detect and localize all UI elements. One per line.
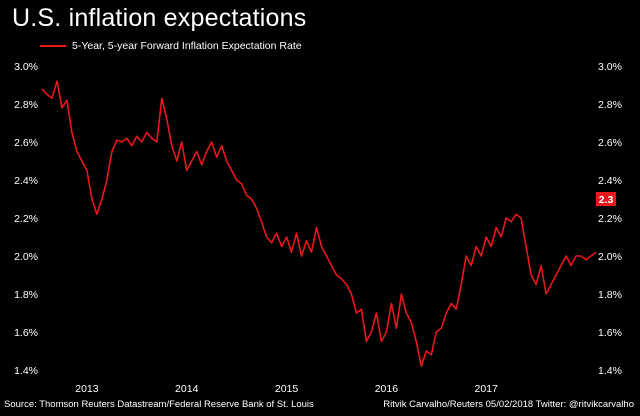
x-axis: 2013 2014 2015 2016 2017	[75, 383, 498, 395]
y-axis-left: 1.4% 1.6% 1.8% 2.0% 2.2% 2.4% 2.6% 2.8% 3.0%	[14, 61, 38, 377]
x-tick-label: 2016	[375, 383, 399, 395]
y-tick-label-right: 1.8%	[598, 289, 622, 301]
y-tick-label-left: 1.8%	[14, 289, 38, 301]
x-tick-label: 2015	[275, 383, 299, 395]
source-note: Source: Thomson Reuters Datastream/Feder…	[4, 399, 314, 410]
legend-label: 5-Year, 5-year Forward Inflation Expecta…	[72, 40, 302, 52]
y-tick-label-right: 3.0%	[598, 61, 622, 73]
series-line	[41, 80, 597, 368]
series-group	[41, 80, 597, 368]
y-tick-label-right: 2.6%	[598, 137, 622, 149]
y-tick-label-right: 1.6%	[598, 327, 622, 339]
badge-box	[596, 192, 616, 206]
y-tick-label-right: 2.2%	[598, 213, 622, 225]
x-tick-label: 2013	[75, 383, 99, 395]
chart-title: U.S. inflation expectations	[12, 4, 307, 32]
badge-label: 2.3	[599, 194, 614, 206]
y-tick-label-left: 1.6%	[14, 327, 38, 339]
x-tick-label: 2017	[475, 383, 499, 395]
y-tick-label-left: 1.4%	[14, 365, 38, 377]
y-tick-label-right: 2.0%	[598, 251, 622, 263]
y-tick-label-left: 2.4%	[14, 175, 38, 187]
credit-note: Ritvik Carvalho/Reuters 05/02/2018 Twitt…	[383, 399, 634, 410]
y-axis-right: 1.4% 1.6% 1.8% 2.0% 2.2% 2.4% 2.6% 2.8% 3.0%	[598, 61, 622, 377]
legend-swatch	[40, 45, 66, 47]
y-tick-label-left: 2.6%	[14, 137, 38, 149]
y-tick-label-right: 1.4%	[598, 365, 622, 377]
x-tick-label: 2014	[175, 383, 199, 395]
y-tick-label-left: 3.0%	[14, 61, 38, 73]
y-tick-label-left: 2.8%	[14, 99, 38, 111]
y-tick-label-right: 2.4%	[598, 175, 622, 187]
last-value-badge: 2.3	[596, 192, 616, 206]
legend: 5-Year, 5-year Forward Inflation Expecta…	[40, 40, 302, 52]
y-tick-label-left: 2.2%	[14, 213, 38, 225]
y-tick-label-right: 2.8%	[598, 99, 622, 111]
y-tick-label-left: 2.0%	[14, 251, 38, 263]
